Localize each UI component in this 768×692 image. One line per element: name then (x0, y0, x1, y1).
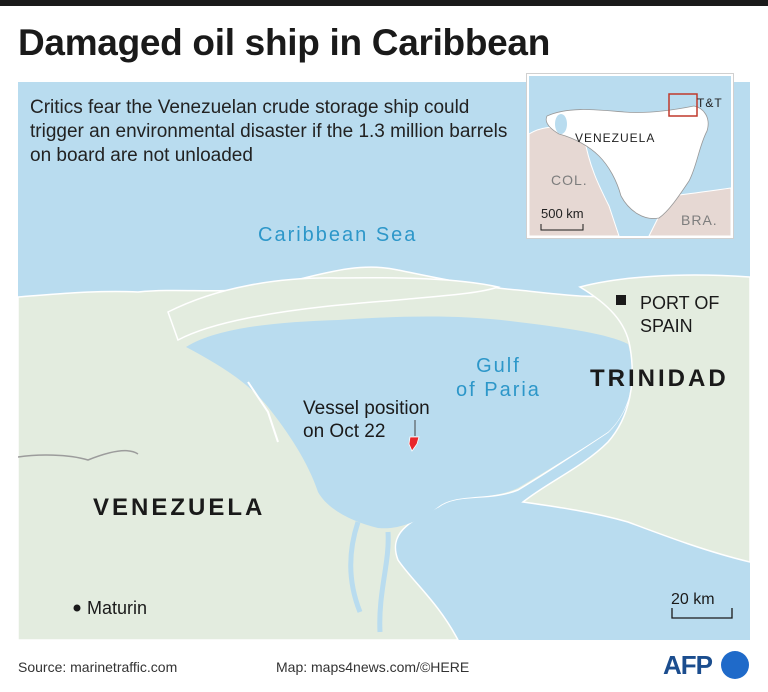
top-rule (0, 0, 768, 6)
map-credit: Map: maps4news.com/©HERE (276, 659, 470, 675)
vessel-label-line1: Vessel position (303, 398, 430, 419)
inset-lake-maracaibo (555, 114, 567, 134)
inset-label-venezuela: VENEZUELA (575, 131, 656, 145)
scale-bar (671, 608, 733, 619)
label-vessel-position: Vessel position on Oct 22 (303, 397, 430, 443)
main-scale-label: 20 km (671, 591, 715, 608)
inner-coast (247, 381, 279, 443)
gulf-label-line2: of Paria (456, 379, 541, 401)
port-of-spain-line1: PORT OF (640, 293, 720, 313)
inset-scale-label: 500 km (541, 206, 584, 221)
label-maturin: Maturin (87, 598, 148, 618)
port-of-spain-line2: SPAIN (640, 316, 693, 336)
gulf-label-line1: Gulf (476, 355, 521, 377)
inset-scale-bar (540, 224, 584, 231)
inset-highlight-box (668, 93, 698, 117)
river-channels (348, 521, 391, 633)
label-gulf-of-paria: Gulf of Paria (456, 354, 541, 402)
label-caribbean-sea: Caribbean Sea (258, 224, 418, 246)
inset-venezuela (545, 105, 709, 219)
afp-logo-text: AFP (663, 650, 713, 680)
label-venezuela: VENEZUELA (93, 494, 266, 521)
vessel-marker (408, 436, 420, 452)
state-border (18, 449, 139, 461)
gulf-of-paria-water (186, 316, 633, 529)
inset-label-col: COL. (551, 172, 588, 188)
locator-inset-map: VENEZUELA COL. BRA. T&T 500 km (527, 74, 733, 238)
source-credit: Source: marinetraffic.com (18, 659, 178, 675)
afp-logo-dot (721, 651, 749, 679)
trinidad-island (521, 274, 750, 563)
page-title: Damaged oil ship in Caribbean (18, 22, 551, 63)
paria-peninsula (167, 276, 501, 342)
port-of-spain-marker (616, 295, 626, 305)
maturin-marker (73, 604, 81, 612)
label-trinidad: TRINIDAD (590, 365, 729, 392)
label-port-of-spain: PORT OF SPAIN (640, 292, 719, 338)
inset-label-tt: T&T (697, 96, 723, 110)
subtitle: Critics fear the Venezuelan crude storag… (30, 97, 508, 166)
inset-label-bra: BRA. (681, 212, 718, 228)
vessel-label-line2: on Oct 22 (303, 421, 386, 442)
